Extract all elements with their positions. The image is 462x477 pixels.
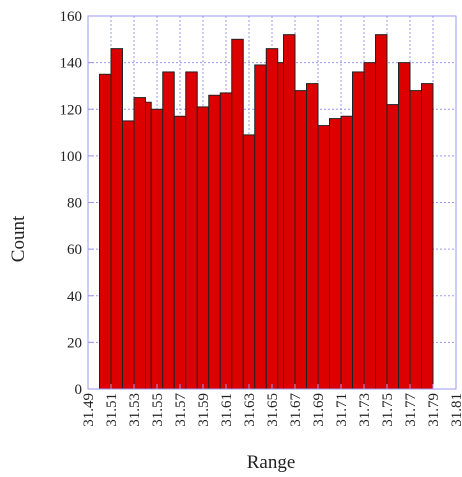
- x-tick-label: 31.65: [265, 393, 281, 427]
- y-tick-label: 60: [67, 242, 82, 258]
- y-tick-label: 120: [60, 102, 83, 118]
- histogram-bar: [386, 104, 399, 390]
- y-tick-label: 140: [60, 56, 83, 72]
- x-tick-label: 31.75: [380, 393, 396, 427]
- histogram-bar: [398, 62, 411, 390]
- histogram-bar: [150, 108, 164, 390]
- x-tick-label: 31.53: [127, 393, 143, 427]
- x-tick-label: 31.57: [173, 393, 189, 427]
- x-tick-labels: 31.49 31.51 31.53 31.55 31.57 31.59 31.61 31.63…: [81, 384, 462, 427]
- x-axis-label: Range: [247, 452, 296, 473]
- histogram-bar: [421, 83, 434, 390]
- histogram-bar: [317, 125, 330, 390]
- histogram-bar: [196, 106, 210, 390]
- histogram-bar: [254, 64, 267, 390]
- histogram-bar: [133, 97, 146, 390]
- histogram-bar: [306, 83, 319, 390]
- x-tick-label: 31.77: [403, 393, 419, 427]
- x-tick-label: 31.79: [426, 393, 442, 427]
- histogram-bar: [340, 115, 353, 390]
- histogram-bar: [122, 120, 135, 390]
- histogram-bar: [375, 34, 388, 390]
- histogram-bar: [99, 73, 112, 390]
- histogram-bar: [208, 94, 221, 390]
- y-tick-label: 0: [75, 382, 83, 398]
- histogram-bar: [219, 92, 233, 390]
- histogram-bar: [185, 71, 198, 390]
- x-tick-label: 31.73: [357, 393, 373, 427]
- histogram-bar: [283, 34, 296, 390]
- y-tick-label: 160: [60, 9, 83, 25]
- x-tick-label: 31.51: [104, 393, 120, 427]
- histogram-bar: [363, 62, 376, 390]
- histogram-bar: [231, 38, 244, 390]
- histogram-bar: [294, 90, 307, 390]
- y-tick-label: 100: [60, 149, 83, 165]
- y-axis-label: Count: [8, 215, 29, 262]
- histogram-bar: [277, 62, 284, 390]
- histogram-bar: [265, 48, 279, 390]
- histogram-bar: [242, 134, 256, 390]
- y-tick-label: 80: [67, 196, 82, 212]
- histogram-bar: [110, 48, 123, 390]
- x-tick-label: 31.49: [81, 393, 97, 427]
- y-tick-label: 40: [67, 289, 82, 305]
- histogram-bar: [162, 71, 175, 390]
- y-tick-labels: 0 20 40 60 80 100 120 140 160: [60, 9, 93, 398]
- histogram-bar: [145, 101, 152, 390]
- x-tick-label: 31.81: [449, 393, 462, 427]
- histogram-bar: [329, 118, 342, 390]
- bars: [99, 34, 434, 390]
- x-tick-label: 31.55: [150, 393, 166, 427]
- x-tick-label: 31.71: [334, 393, 350, 427]
- x-tick-label: 31.61: [219, 393, 235, 427]
- x-tick-label: 31.67: [288, 393, 304, 427]
- x-tick-label: 31.63: [242, 393, 258, 427]
- histogram-bar: [173, 115, 187, 390]
- x-tick-label: 31.69: [311, 393, 327, 427]
- x-tick-label: 31.59: [196, 393, 212, 427]
- y-tick-label: 20: [67, 335, 82, 351]
- histogram-bar: [352, 71, 365, 390]
- histogram-bar: [409, 90, 422, 390]
